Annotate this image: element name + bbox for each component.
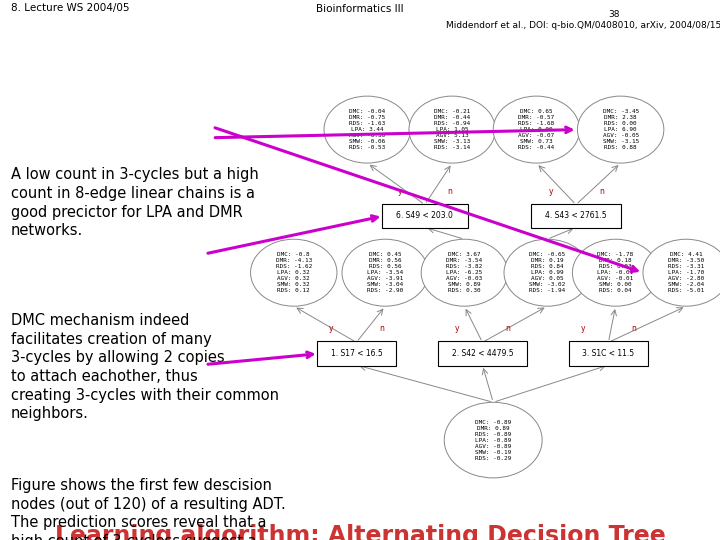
Ellipse shape: [577, 96, 664, 163]
Text: y: y: [455, 325, 459, 333]
Text: DMC mechanism indeed
facilitates creation of many
3-cycles by allowing 2 copies
: DMC mechanism indeed facilitates creatio…: [11, 313, 279, 421]
Text: y: y: [581, 325, 585, 333]
Text: DMC: -1.78
DMR: 0.18
RDS: 0.03
LPA: -0.01
AGV: -0.01
SMW: 0.00
RDS: 0.04: DMC: -1.78 DMR: 0.18 RDS: 0.03 LPA: -0.0…: [598, 252, 634, 293]
Text: n: n: [379, 325, 384, 333]
Text: 4. S43 < 2761.5: 4. S43 < 2761.5: [545, 212, 607, 220]
Ellipse shape: [251, 239, 337, 306]
Text: Figure shows the first few descision
nodes (out of 120) of a resulting ADT.
The : Figure shows the first few descision nod…: [11, 478, 286, 540]
Ellipse shape: [504, 239, 590, 306]
Text: y: y: [329, 325, 333, 333]
Text: 38: 38: [608, 10, 620, 19]
FancyBboxPatch shape: [438, 341, 527, 366]
Ellipse shape: [444, 402, 542, 478]
Ellipse shape: [572, 239, 659, 306]
Text: n: n: [505, 325, 510, 333]
Text: DMC: -0.04
DMR: -0.75
RDS: -1.63
LPA: 3.44
AGV: -0.30
SMW: -0.06
RDS: -0.53: DMC: -0.04 DMR: -0.75 RDS: -1.63 LPA: 3.…: [349, 109, 385, 150]
Text: n: n: [448, 187, 452, 195]
Text: DMC: 4.41
DMR: -3.50
RDS: -3.31
LPA: -1.70
AGV: -2.80
SMW: -2.04
RDS: -5.01: DMC: 4.41 DMR: -3.50 RDS: -3.31 LPA: -1.…: [668, 252, 704, 293]
Text: DMC: -0.21
DMR: -0.44
RDS: -0.94
LPA: 1.05
AGV: 5.13
SMW: -3.13
RDS: -3.14: DMC: -0.21 DMR: -0.44 RDS: -0.94 LPA: 1.…: [434, 109, 470, 150]
FancyBboxPatch shape: [318, 341, 396, 366]
Text: 8. Lecture WS 2004/05: 8. Lecture WS 2004/05: [11, 3, 130, 14]
Text: n: n: [631, 325, 636, 333]
Text: DMC: 0.45
DMR: 0.56
RDS: 0.56
LPA: -3.54
AGV: -3.91
SMW: -3.04
RDS: -2.90: DMC: 0.45 DMR: 0.56 RDS: 0.56 LPA: -3.54…: [367, 252, 403, 293]
Text: 2. S42 < 4479.5: 2. S42 < 4479.5: [451, 349, 513, 358]
Ellipse shape: [643, 239, 720, 306]
Ellipse shape: [421, 239, 508, 306]
Text: Middendorf et al., DOI: q-bio.QM/0408010, arXiv, 2004/08/15: Middendorf et al., DOI: q-bio.QM/0408010…: [446, 21, 720, 30]
Text: n: n: [599, 187, 603, 195]
Text: y: y: [397, 187, 402, 195]
FancyBboxPatch shape: [569, 341, 648, 366]
Text: 3. S1C < 11.5: 3. S1C < 11.5: [582, 349, 634, 358]
Ellipse shape: [409, 96, 495, 163]
Text: y: y: [549, 187, 553, 195]
FancyBboxPatch shape: [382, 204, 468, 228]
Text: DMC: 0.65
DMR: -0.57
RDS: -1.68
LPA: 0.00
AGV: -0.07
SMW: 0.73
RDS: -0.44: DMC: 0.65 DMR: -0.57 RDS: -1.68 LPA: 0.0…: [518, 109, 554, 150]
Text: DMC: 3.67
DMR: -3.54
RDS: -3.82
LPA: -6.25
AGV: -0.03
SMW: 0.89
RDS: 0.30: DMC: 3.67 DMR: -3.54 RDS: -3.82 LPA: -6.…: [446, 252, 482, 293]
Text: Learning algorithm: Alternating Decision Tree: Learning algorithm: Alternating Decision…: [55, 524, 665, 540]
Ellipse shape: [342, 239, 428, 306]
Text: DMC: -0.89
DMR: 0.89
RDS: -0.89
LPA: -0.89
AGV: -0.89
SMW: -0.19
RDS: -0.29: DMC: -0.89 DMR: 0.89 RDS: -0.89 LPA: -0.…: [475, 420, 511, 461]
Text: DMC: -3.45
DMR: 2.38
RDS: 0.00
LPA: 6.90
AGV: -0.05
SMW: -3.15
RDS: 0.88: DMC: -3.45 DMR: 2.38 RDS: 0.00 LPA: 6.90…: [603, 109, 639, 150]
Text: DMC: -0.65
DMR: 0.19
RDS: 0.84
LPA: 0.99
AGV: 0.05
SMW: -3.02
RDS: -1.94: DMC: -0.65 DMR: 0.19 RDS: 0.84 LPA: 0.99…: [529, 252, 565, 293]
Ellipse shape: [493, 96, 580, 163]
Text: 6. S49 < 203.0: 6. S49 < 203.0: [397, 212, 453, 220]
Text: A low count in 3-cycles but a high
count in 8-edge linear chains is a
good preci: A low count in 3-cycles but a high count…: [11, 167, 258, 238]
Text: DMC: -0.8
DMR: -4.13
RDS: -1.62
LPA: 0.32
AGV: 0.32
SMW: 0.32
RDS: 0.12: DMC: -0.8 DMR: -4.13 RDS: -1.62 LPA: 0.3…: [276, 252, 312, 293]
Ellipse shape: [324, 96, 410, 163]
Text: 1. S17 < 16.5: 1. S17 < 16.5: [330, 349, 382, 358]
FancyBboxPatch shape: [531, 204, 621, 228]
Text: Bioinformatics III: Bioinformatics III: [316, 3, 404, 14]
